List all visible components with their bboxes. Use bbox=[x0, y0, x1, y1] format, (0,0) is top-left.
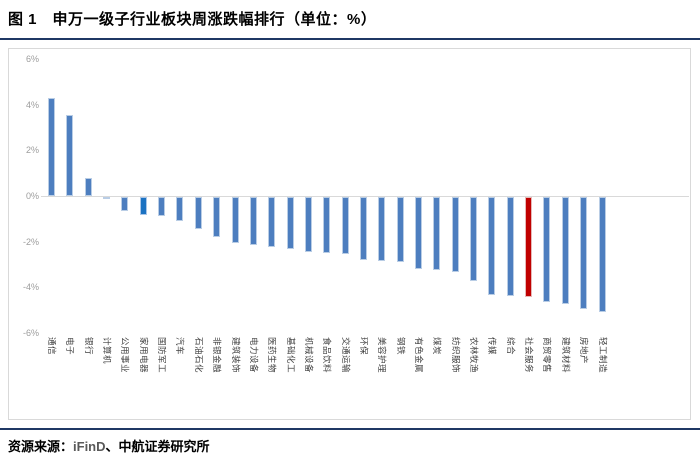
category-label-银行: 银行 bbox=[83, 337, 94, 356]
bar-美容护理 bbox=[378, 197, 386, 261]
category-label-商贸零售: 商贸零售 bbox=[542, 337, 553, 374]
category-label-建筑材料: 建筑材料 bbox=[560, 337, 571, 374]
source-vendor: iFinD bbox=[73, 439, 106, 454]
bar-汽车 bbox=[176, 197, 184, 221]
bar-家用电器 bbox=[139, 197, 147, 216]
source-suffix: 、中航证券研究所 bbox=[105, 439, 210, 454]
category-label-电子: 电子 bbox=[65, 337, 76, 356]
bar-电子 bbox=[66, 115, 74, 196]
category-label-综合: 综合 bbox=[505, 337, 516, 356]
bar-房地产 bbox=[580, 197, 588, 309]
bar-交通运输 bbox=[341, 197, 349, 254]
bar-医药生物 bbox=[268, 197, 276, 248]
y-tick-label: 4% bbox=[25, 99, 39, 110]
y-tick-label: -4% bbox=[22, 282, 39, 293]
category-label-有色金属: 有色金属 bbox=[414, 337, 424, 374]
bar-有色金属 bbox=[415, 197, 422, 269]
y-tick-label: 0% bbox=[25, 191, 39, 201]
category-label-房地产: 房地产 bbox=[579, 337, 590, 365]
bar-通信 bbox=[48, 97, 55, 196]
title-divider-line bbox=[0, 38, 700, 40]
bar-机械设备 bbox=[304, 197, 312, 252]
category-label-基础化工: 基础化工 bbox=[285, 337, 296, 374]
source-prefix: 资源来源： bbox=[8, 439, 74, 454]
bar-石油石化 bbox=[194, 197, 202, 229]
y-tick-label: 6% bbox=[25, 54, 39, 65]
bar-食品饮料 bbox=[323, 197, 331, 253]
category-label-非银金融: 非银金融 bbox=[212, 337, 223, 374]
bar-银行 bbox=[84, 177, 92, 196]
bar-轻工制造 bbox=[598, 197, 606, 313]
category-label-钢铁: 钢铁 bbox=[395, 337, 406, 356]
bar-chart: 6% 4% 2% 0% -2% -4% -6% 通信 电子 银行 计算机 公用事业 家用电器 国防军工汽… bbox=[8, 48, 691, 420]
bar-农林牧渔 bbox=[470, 197, 478, 282]
bar-计算机 bbox=[103, 197, 111, 199]
category-label-建筑装饰: 建筑装饰 bbox=[230, 337, 241, 374]
zero-axis-line bbox=[41, 196, 689, 197]
category-label-计算机: 计算机 bbox=[102, 337, 113, 365]
category-label-煤炭: 煤炭 bbox=[432, 337, 443, 356]
category-label-食品饮料: 食品饮料 bbox=[322, 337, 333, 374]
category-label-家用电器: 家用电器 bbox=[138, 337, 149, 374]
category-label-轻工制造: 轻工制造 bbox=[597, 337, 608, 374]
bar-电力设备 bbox=[249, 197, 257, 245]
y-tick-label: -2% bbox=[22, 236, 39, 247]
category-label-电力设备: 电力设备 bbox=[248, 337, 259, 374]
bar-国防军工 bbox=[158, 197, 166, 217]
bar-社会服务 bbox=[525, 197, 533, 298]
y-tick-label: -6% bbox=[22, 327, 39, 338]
bar-纺织服饰 bbox=[451, 197, 459, 273]
bar-建筑材料 bbox=[561, 197, 569, 305]
y-tick-label: 2% bbox=[25, 145, 39, 156]
category-label-美容护理: 美容护理 bbox=[377, 337, 388, 374]
bar-环保 bbox=[359, 197, 367, 260]
bar-建筑装饰 bbox=[231, 197, 239, 243]
bar-公用事业 bbox=[121, 197, 129, 211]
category-label-机械设备: 机械设备 bbox=[303, 337, 314, 374]
category-label-社会服务: 社会服务 bbox=[524, 337, 535, 374]
source-line: 资源来源：iFinD、中航证券研究所 bbox=[8, 436, 210, 455]
category-label-农林牧渔: 农林牧渔 bbox=[469, 337, 480, 374]
bar-综合 bbox=[506, 197, 514, 297]
category-label-医药生物: 医药生物 bbox=[267, 337, 278, 374]
bar-传媒 bbox=[488, 197, 496, 296]
category-label-公用事业: 公用事业 bbox=[120, 337, 131, 374]
bar-基础化工 bbox=[286, 197, 294, 250]
bar-钢铁 bbox=[396, 197, 404, 262]
category-label-纺织服饰: 纺织服饰 bbox=[450, 337, 461, 374]
category-label-传媒: 传媒 bbox=[487, 337, 498, 356]
category-label-环保: 环保 bbox=[358, 337, 369, 356]
category-label-通信: 通信 bbox=[47, 337, 57, 356]
category-label-交通运输: 交通运输 bbox=[340, 337, 351, 374]
bar-商贸零售 bbox=[543, 197, 551, 302]
category-label-国防军工: 国防军工 bbox=[157, 337, 168, 374]
category-label-汽车: 汽车 bbox=[175, 337, 186, 356]
source-divider-line bbox=[0, 428, 700, 430]
figure-title: 图 1 申万一级子行业板块周涨跌幅排行（单位：%） bbox=[8, 11, 377, 28]
bar-非银金融 bbox=[213, 197, 221, 237]
bar-煤炭 bbox=[433, 197, 441, 270]
category-label-石油石化: 石油石化 bbox=[193, 337, 204, 374]
